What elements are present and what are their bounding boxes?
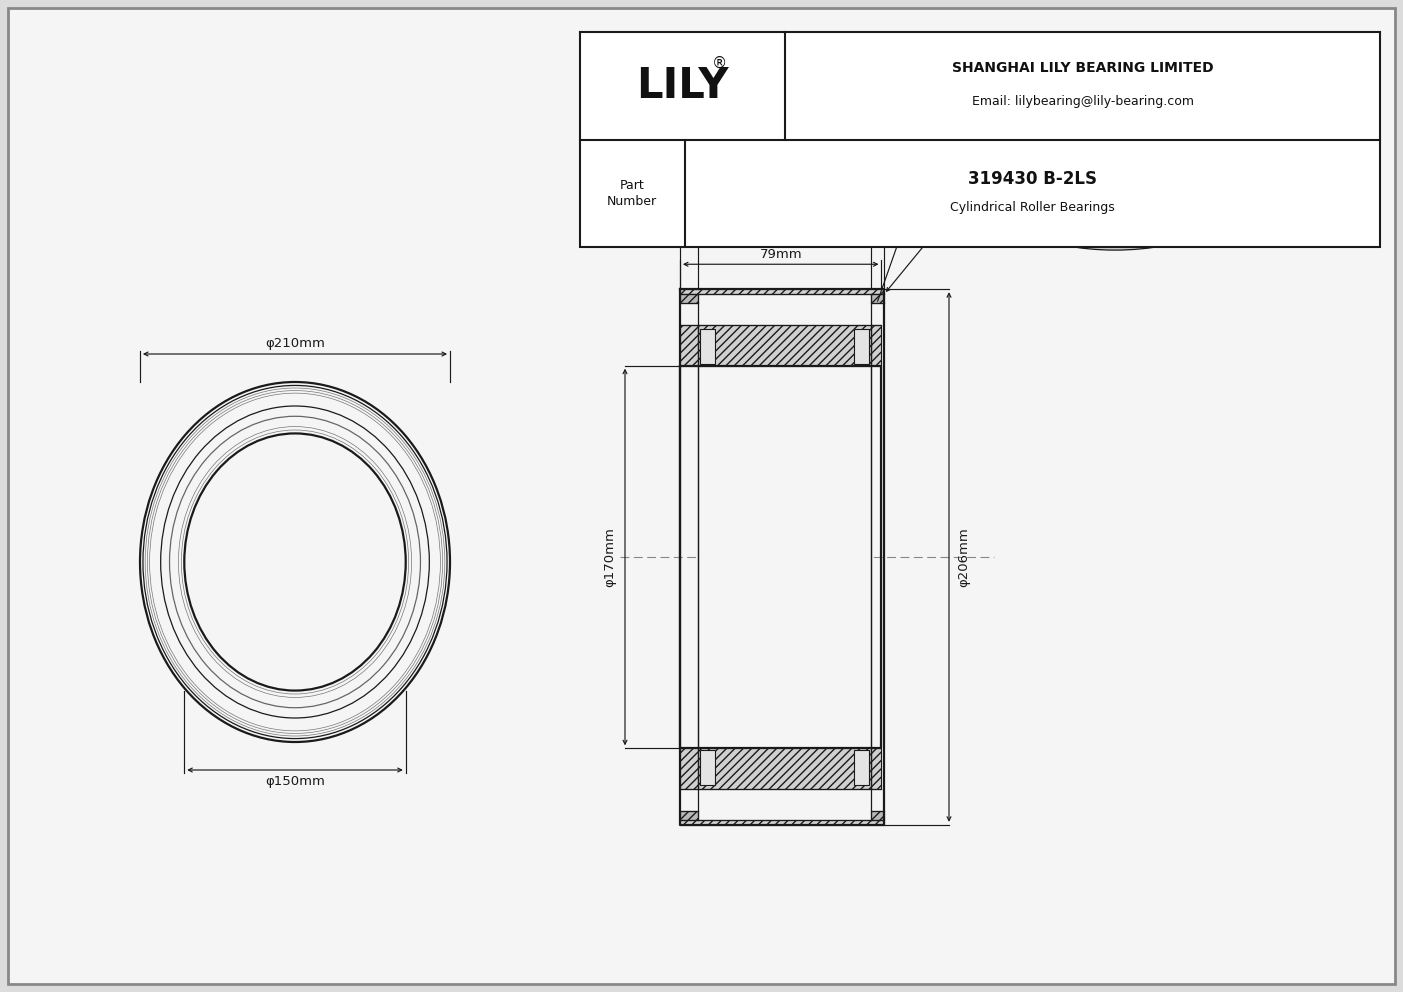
Text: φ206mm: φ206mm	[957, 527, 971, 587]
Bar	[854, 329, 870, 364]
Text: Number: Number	[607, 194, 657, 207]
Bar	[680, 325, 881, 366]
Bar	[700, 750, 716, 785]
Bar	[871, 295, 884, 304]
Ellipse shape	[1019, 139, 1211, 231]
Bar	[871, 810, 884, 819]
Text: ®: ®	[713, 57, 728, 71]
Bar	[697, 325, 871, 789]
Text: 5mm: 5mm	[860, 204, 895, 218]
Ellipse shape	[1019, 100, 1211, 193]
Bar	[700, 329, 716, 364]
Text: SHANGHAI LILY BEARING LIMITED: SHANGHAI LILY BEARING LIMITED	[951, 61, 1214, 74]
Text: φ150mm: φ150mm	[265, 776, 325, 789]
Text: 80mm: 80mm	[760, 228, 804, 241]
Text: φ210mm: φ210mm	[265, 336, 325, 349]
Text: LILY: LILY	[636, 64, 728, 107]
Bar	[680, 810, 697, 819]
Text: φ170mm: φ170mm	[603, 527, 616, 587]
Bar	[680, 748, 881, 789]
Text: φ4mm: φ4mm	[619, 194, 662, 207]
Text: Email: lilybearing@lily-bearing.com: Email: lilybearing@lily-bearing.com	[971, 95, 1194, 108]
Bar	[854, 750, 870, 785]
Ellipse shape	[981, 120, 1250, 250]
Bar	[680, 295, 697, 304]
Ellipse shape	[981, 82, 1250, 212]
Text: 4mm: 4mm	[909, 220, 943, 233]
Text: Part: Part	[620, 179, 644, 191]
Text: 79mm: 79mm	[759, 248, 803, 261]
Bar	[680, 290, 884, 295]
Text: 319430 B-2LS: 319430 B-2LS	[968, 171, 1097, 188]
Text: 7mm: 7mm	[672, 204, 706, 218]
Text: Cylindrical Roller Bearings: Cylindrical Roller Bearings	[950, 200, 1115, 213]
Bar	[579, 32, 1381, 247]
Bar	[680, 819, 884, 824]
